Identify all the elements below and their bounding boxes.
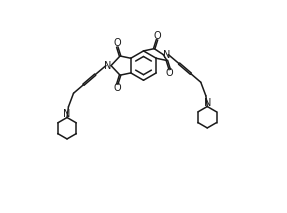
Text: N: N bbox=[203, 98, 211, 108]
Text: N: N bbox=[63, 109, 71, 119]
Text: N: N bbox=[104, 60, 111, 71]
Text: O: O bbox=[113, 38, 121, 48]
Text: N: N bbox=[163, 50, 170, 60]
Text: O: O bbox=[153, 31, 161, 41]
Text: O: O bbox=[113, 83, 121, 93]
Text: O: O bbox=[166, 69, 174, 78]
